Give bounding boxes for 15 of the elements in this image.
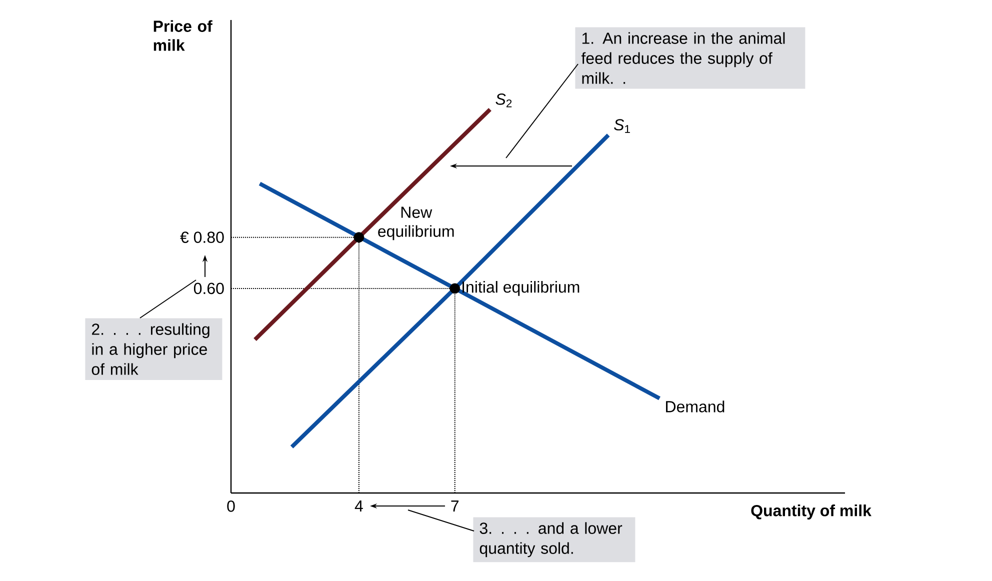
y-tick-label: 0.60 <box>194 282 224 294</box>
annotation: Initial equilibrium <box>462 281 580 296</box>
y-tick-label: € 0.80 <box>180 232 224 243</box>
annotation: New equilibrium <box>378 206 454 240</box>
x-axis-title: Quantity of milk <box>751 504 872 520</box>
y-axis-title: Price of milk <box>154 20 212 51</box>
annotation: 1. An increase in the animal feed reduces the supply of milk. . <box>581 32 785 84</box>
series-label: S$_{2}$ <box>496 94 512 108</box>
text: 2. . . . resulting in a higher price of milk <box>92 323 210 375</box>
x-tick-label: 0 <box>227 500 235 512</box>
x-tick-label: 7 <box>451 500 459 512</box>
series-label: S$_{1}$ <box>614 119 630 133</box>
series-label: Demand <box>666 400 724 412</box>
x-tick-label: 4 <box>354 500 363 512</box>
text: 3. . . . and a lower quantity sold. <box>480 522 622 558</box>
